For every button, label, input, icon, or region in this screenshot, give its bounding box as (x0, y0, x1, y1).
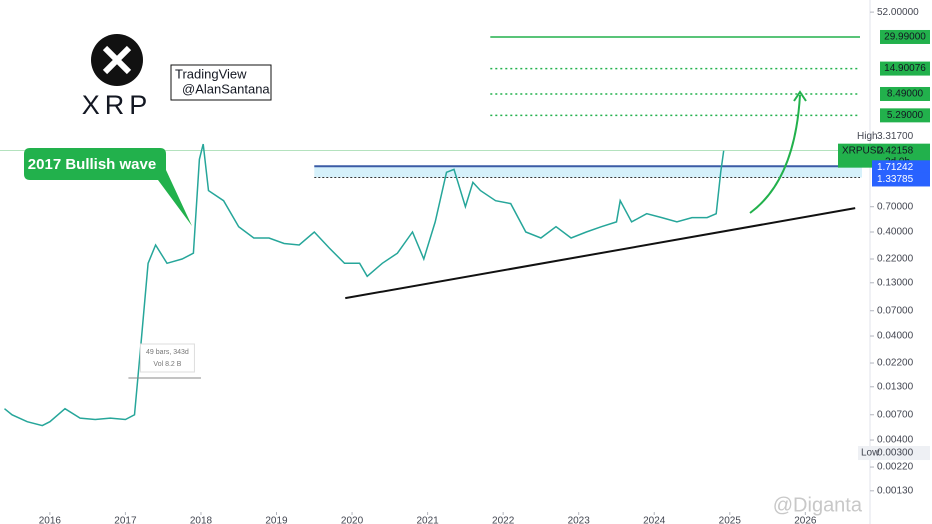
zone-label-box (872, 160, 930, 175)
y-tick-label: 0.00220 (877, 462, 914, 473)
level-label: 14.90076 (884, 63, 926, 74)
trendline (345, 207, 856, 300)
x-tick-label: 2016 (39, 516, 62, 524)
y-tick-label: 0.13000 (877, 277, 914, 288)
low-box (858, 446, 930, 461)
y-tick-label: 0.22000 (877, 254, 914, 265)
level-label-box (880, 108, 930, 123)
callout-text: 2017 Bullish wave (28, 156, 156, 173)
y-tick-label: 0.01300 (877, 381, 914, 392)
logo-x (102, 45, 132, 75)
x-tick-label: 2021 (416, 516, 439, 524)
price-line (4, 143, 725, 427)
measure-box (139, 343, 195, 373)
watermark: @Diganta (773, 494, 863, 516)
y-tick-label: 0.00130 (877, 485, 914, 496)
y-tick-label: 0.04000 (877, 331, 914, 342)
x-tick-label: 2020 (341, 516, 364, 524)
low-label: Low (861, 448, 880, 459)
y-tick-label: 0.70000 (877, 201, 914, 212)
x-tick-label: 2024 (643, 516, 666, 524)
last-price: 2.42158 (877, 145, 914, 156)
resistance-zone (314, 166, 863, 178)
series-name: XRPUSD (842, 145, 884, 156)
zone-label: 1.33785 (877, 174, 914, 185)
x-tick-label: 2017 (114, 516, 137, 524)
level-label: 8.49000 (887, 89, 924, 100)
measure-text: 49 bars, 343d (146, 349, 189, 356)
credit-line: @AlanSantana (182, 81, 270, 96)
projection-arrow (749, 94, 801, 214)
y-tick-label: 0.40000 (877, 227, 914, 238)
level-label: 5.29000 (887, 110, 924, 121)
low-value: 0.00300 (877, 448, 914, 459)
measure-volume: Vol 8.2 B (153, 361, 181, 368)
zone-label-box (872, 172, 930, 187)
y-tick-label: 0.00400 (877, 435, 914, 446)
credit-line: TradingView (175, 66, 247, 81)
y-tick-label: 52.00000 (877, 7, 919, 18)
y-tick-label: 0.00700 (877, 409, 914, 420)
logo-text: XRP (82, 90, 153, 120)
x-tick-label: 2025 (719, 516, 742, 524)
level-label-box (880, 86, 930, 101)
x-tick-label: 2023 (568, 516, 591, 524)
y-tick-label: 0.07000 (877, 305, 914, 316)
x-tick-label: 2018 (190, 516, 213, 524)
level-label: 29.99000 (884, 32, 926, 43)
x-tick-label: 2019 (265, 516, 288, 524)
x-tick-label: 2022 (492, 516, 515, 524)
level-label-box (880, 61, 930, 76)
y-tick-label: 0.02200 (877, 358, 914, 369)
zone-label: 1.71242 (877, 162, 914, 173)
projection-arrowhead (793, 90, 807, 102)
high-value: 3.31700 (877, 131, 914, 142)
credit-box (170, 64, 272, 101)
high-label: High (857, 131, 878, 142)
level-label-box (880, 29, 930, 44)
callout (24, 148, 192, 226)
x-tick-label: 2026 (794, 516, 817, 524)
